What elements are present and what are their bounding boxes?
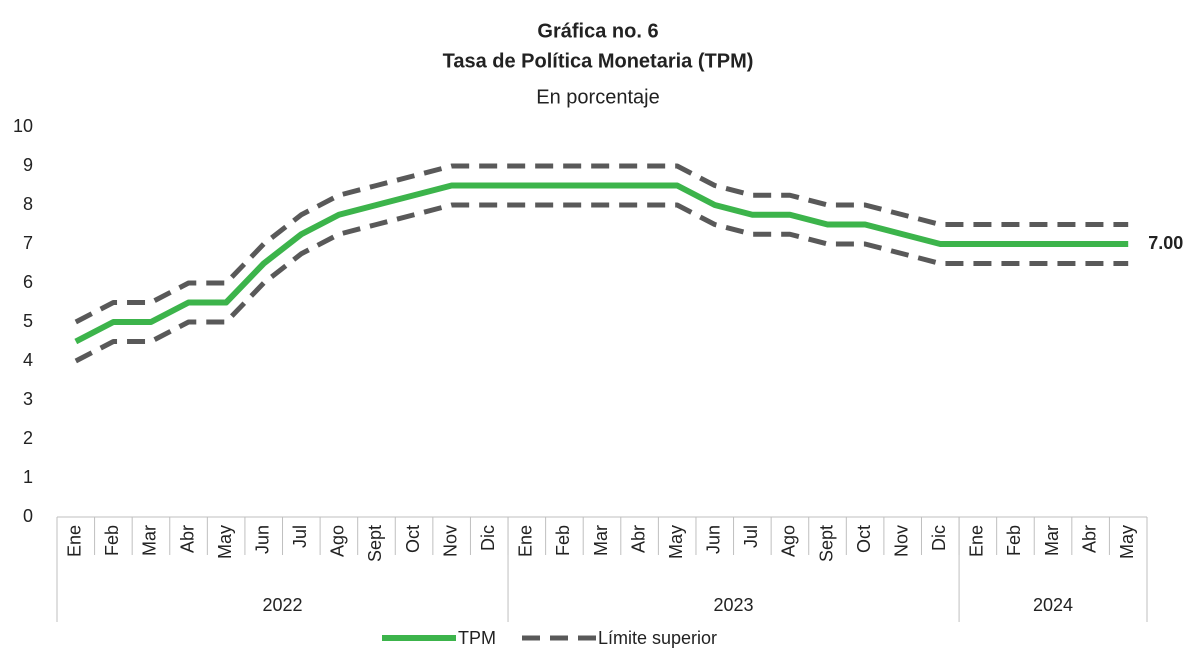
x-tick-label: Jul	[741, 525, 761, 548]
y-tick-label: 9	[23, 155, 33, 175]
chart-subtitle: Tasa de Política Monetaria (TPM)	[443, 50, 754, 72]
x-tick-label: Nov	[891, 525, 911, 557]
x-tick-label: Feb	[553, 525, 573, 556]
x-tick-label: Sept	[365, 525, 385, 562]
y-tick-label: 2	[23, 428, 33, 448]
y-tick-label: 0	[23, 506, 33, 526]
legend-label: TPM	[458, 628, 496, 648]
x-tick-label: Abr	[177, 525, 197, 553]
x-tick-label: Abr	[628, 525, 648, 553]
y-tick-label: 1	[23, 467, 33, 487]
y-tick-label: 3	[23, 389, 33, 409]
x-tick-label: Ene	[65, 525, 85, 557]
x-tick-label: May	[215, 525, 235, 559]
series-line	[74, 163, 1129, 325]
group-label: 2022	[262, 595, 302, 615]
x-tick-label: Ago	[328, 525, 348, 557]
x-tick-label: Mar	[140, 525, 160, 556]
x-tick-label: Sept	[816, 525, 836, 562]
y-tick-label: 6	[23, 272, 33, 292]
y-tick-label: 10	[13, 116, 33, 136]
x-tick-label: Ago	[779, 525, 799, 557]
chart-title: Gráfica no. 6	[537, 20, 658, 42]
x-tick-label: Dic	[478, 525, 498, 551]
x-tick-label: Ene	[516, 525, 536, 557]
x-tick-label: Oct	[854, 525, 874, 553]
x-tick-label: Ene	[967, 525, 987, 557]
x-tick-label: Abr	[1079, 525, 1099, 553]
x-tick-label: May	[1117, 525, 1137, 559]
y-tick-label: 4	[23, 350, 33, 370]
series-line	[74, 202, 1129, 364]
x-tick-label: Mar	[591, 525, 611, 556]
x-tick-label: Dic	[929, 525, 949, 551]
x-tick-label: Jul	[290, 525, 310, 548]
x-tick-label: Mar	[1042, 525, 1062, 556]
x-tick-label: Feb	[102, 525, 122, 556]
unit-label: En porcentaje	[536, 86, 659, 108]
x-tick-label: Jun	[252, 525, 272, 554]
x-tick-label: May	[666, 525, 686, 559]
y-tick-label: 8	[23, 194, 33, 214]
group-label: 2024	[1033, 595, 1073, 615]
y-tick-label: 5	[23, 311, 33, 331]
legend-label: Límite superior	[598, 628, 717, 648]
data-label: 7.00	[1148, 233, 1183, 253]
y-tick-label: 7	[23, 233, 33, 253]
group-label: 2023	[714, 595, 754, 615]
x-tick-label: Feb	[1004, 525, 1024, 556]
x-tick-label: Jun	[704, 525, 724, 554]
x-tick-label: Nov	[440, 525, 460, 557]
series-line	[74, 182, 1129, 345]
x-tick-label: Oct	[403, 525, 423, 553]
